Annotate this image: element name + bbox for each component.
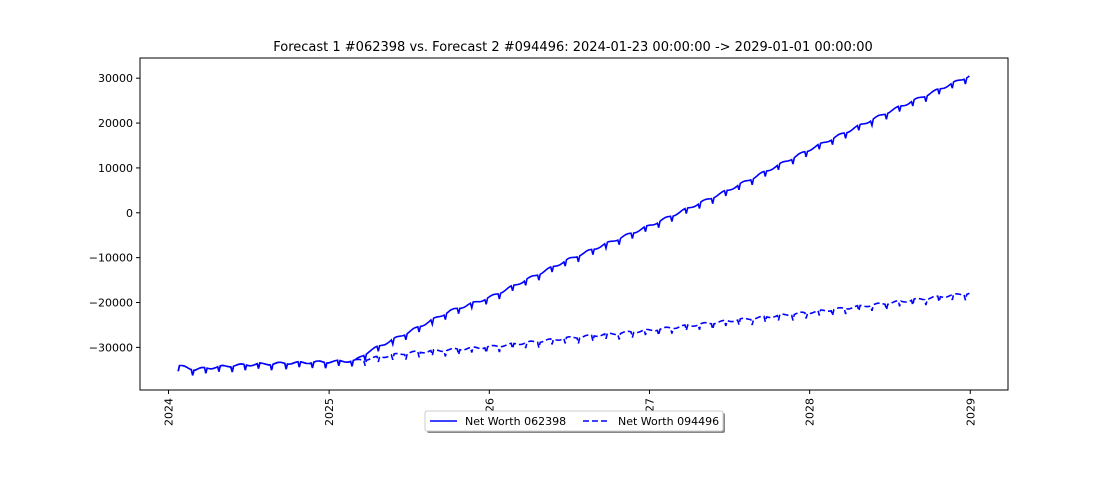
- y-tick-label: −10000: [89, 252, 133, 265]
- series-line-1: [177, 75, 970, 376]
- legend-box: [424, 410, 724, 432]
- legend: Net Worth 062398 Net Worth 094496: [424, 410, 725, 433]
- x-tick-label: 2029: [964, 398, 977, 426]
- y-tick-label: 0: [126, 207, 133, 220]
- y-tick-label: 20000: [98, 117, 133, 130]
- series-line-2: [177, 292, 970, 376]
- plot-frame: [139, 57, 1009, 391]
- y-tick-label: 10000: [98, 162, 133, 175]
- y-tick-label: −30000: [89, 341, 133, 354]
- x-tick-label: 2025: [323, 398, 336, 426]
- x-tick-label: 2028: [804, 398, 817, 426]
- legend-label-2: Net Worth 094496: [618, 415, 719, 428]
- x-tick-label: 2024: [163, 398, 176, 426]
- legend-label-1: Net Worth 062398: [465, 415, 566, 428]
- y-tick-label: 30000: [98, 72, 133, 85]
- chart-title: Forecast 1 #062398 vs. Forecast 2 #09449…: [273, 40, 873, 55]
- y-axis: 30000 20000 10000 0 −10000 −20000 −30000: [89, 72, 140, 354]
- plot-lines: [177, 75, 970, 376]
- y-tick-label: −20000: [89, 297, 133, 310]
